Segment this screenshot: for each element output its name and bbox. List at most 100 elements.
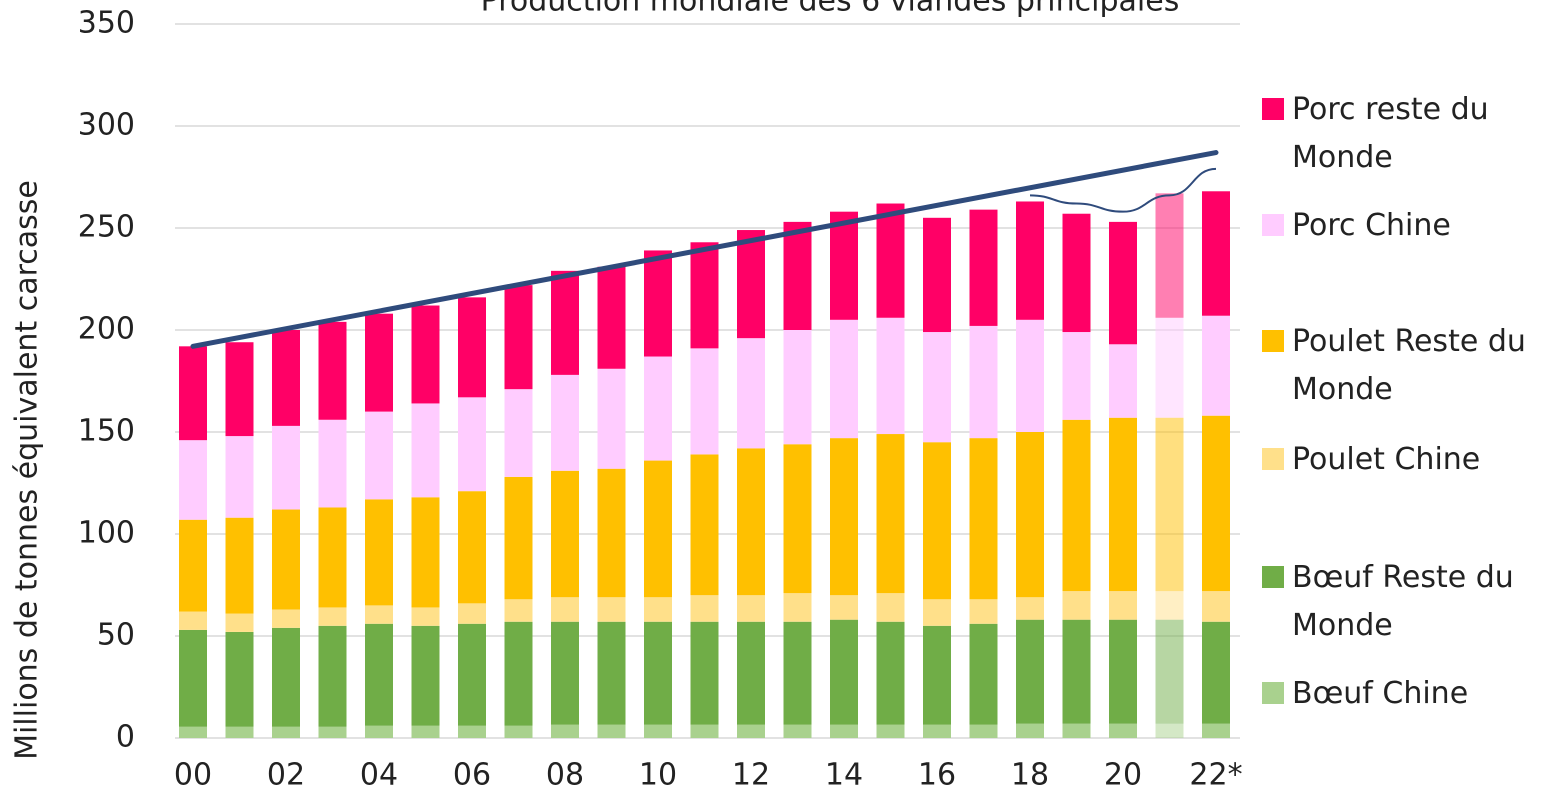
bar-segment <box>923 599 951 626</box>
bar-segment <box>225 342 254 437</box>
bar-segment <box>458 623 486 726</box>
legend-swatch <box>1262 682 1284 704</box>
bar-segment <box>644 621 672 725</box>
bar-segment <box>597 368 626 469</box>
legend-swatch <box>1262 330 1284 352</box>
legend-swatch <box>1262 98 1284 120</box>
bar-segment <box>551 374 579 471</box>
x-tick-label: 04 <box>360 758 398 793</box>
bar-segment <box>1109 221 1137 345</box>
bar-segment <box>551 270 579 375</box>
bar-segment <box>504 621 533 726</box>
bar-segment <box>1062 591 1091 620</box>
bar-segment <box>690 242 719 349</box>
bar-segment <box>876 434 905 594</box>
bar-segment <box>690 621 719 725</box>
bar-segment <box>458 603 486 624</box>
bar-segment <box>411 497 440 608</box>
bar-segment <box>365 725 393 738</box>
bar-segment <box>783 330 812 445</box>
bar-segment <box>365 313 393 412</box>
bar-segment <box>1109 723 1137 738</box>
bar-segment <box>737 448 765 596</box>
bar-segment <box>1016 619 1044 724</box>
bar-segment <box>644 460 672 598</box>
bar-segment <box>179 629 207 727</box>
bar-segment <box>597 468 626 598</box>
bar-segment <box>1202 315 1230 416</box>
bar-segment <box>1155 591 1184 620</box>
x-tick-label: 06 <box>453 758 491 793</box>
bar-segment <box>365 499 393 606</box>
bar-segment <box>318 726 347 738</box>
bar-segment <box>504 285 533 390</box>
bar-segment <box>923 625 951 725</box>
legend-entry: Porc reste du Monde <box>1262 86 1547 182</box>
bar-segment <box>830 438 858 596</box>
bar-segment <box>597 597 626 622</box>
annotation-curve <box>1029 167 1217 213</box>
bar-segment <box>225 613 254 632</box>
bar-segment <box>225 517 254 614</box>
bar-segment <box>1109 619 1137 724</box>
bar-segment <box>1109 591 1137 620</box>
bar-segment <box>458 725 486 738</box>
bar-segment <box>737 595 765 622</box>
bar-segment <box>504 476 533 600</box>
bar-segment <box>830 595 858 620</box>
trend-line <box>190 150 1219 349</box>
bar-segment <box>644 724 672 738</box>
bar-segment <box>1016 319 1044 432</box>
legend-label: Porc reste du Monde <box>1292 92 1489 175</box>
bar-segment <box>1062 619 1091 724</box>
bar-segment <box>365 623 393 726</box>
x-tick-label: 10 <box>639 758 677 793</box>
bar-segment <box>1202 621 1230 724</box>
bar-segment <box>644 356 672 461</box>
x-tick-label: 08 <box>546 758 584 793</box>
bar-segment <box>179 519 207 612</box>
y-tick-label: 50 <box>97 618 135 653</box>
bar-segment <box>1016 723 1044 738</box>
bar-segment <box>411 403 440 498</box>
bar-segment <box>551 621 579 725</box>
bar-segment <box>551 724 579 738</box>
bar-segment <box>1062 723 1091 738</box>
bar-segment <box>783 724 812 738</box>
bar-segment <box>737 230 765 339</box>
x-tick-label: 12 <box>732 758 770 793</box>
bar-segment <box>783 621 812 725</box>
bar-segment <box>969 599 998 624</box>
y-tick-label: 300 <box>78 108 135 143</box>
x-tick-label: 14 <box>825 758 863 793</box>
bar-segment <box>830 211 858 320</box>
bar-segment <box>737 724 765 738</box>
y-tick-label: 0 <box>116 720 135 755</box>
x-tick-label: 16 <box>918 758 956 793</box>
x-tick-label: 18 <box>1011 758 1049 793</box>
bar-segment <box>504 725 533 738</box>
bar-segment <box>923 332 951 443</box>
bar-segment <box>876 317 905 435</box>
bar-segment <box>504 389 533 477</box>
bar-segment <box>318 321 347 420</box>
bar-segment <box>1155 193 1184 318</box>
bar-segment <box>1155 619 1184 724</box>
bar-segment <box>737 621 765 725</box>
x-tick-label: 22* <box>1189 758 1242 793</box>
bar-segment <box>318 625 347 727</box>
y-tick-label: 350 <box>78 6 135 41</box>
bar-segment <box>458 491 486 604</box>
legend-entry: Porc Chine <box>1262 202 1547 250</box>
bar-segment <box>318 419 347 508</box>
bar-segment <box>1202 191 1230 316</box>
bar-segment <box>969 623 998 725</box>
legend-entry: Poulet Chine <box>1262 436 1547 484</box>
bar-segment <box>1155 723 1184 738</box>
bar-segment <box>876 593 905 622</box>
bar-segment <box>1016 597 1044 620</box>
bar-segment <box>458 297 486 398</box>
bar-segment <box>597 621 626 725</box>
bar-segment <box>644 597 672 622</box>
bar-segment <box>1202 591 1230 622</box>
